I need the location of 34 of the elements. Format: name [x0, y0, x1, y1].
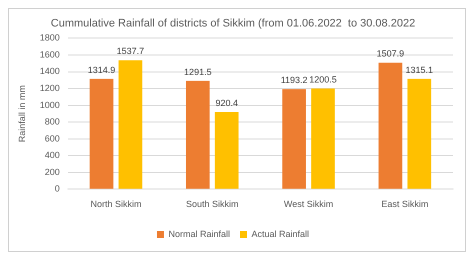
y-tick-label: 400 [44, 150, 60, 160]
bar [214, 112, 239, 189]
y-tick-label: 0 [54, 184, 60, 194]
y-axis-title: Rainfall in mm [16, 85, 27, 142]
data-label: 1314.9 [88, 64, 116, 75]
data-label: 1200.5 [309, 74, 337, 84]
y-tick-label: 1400 [40, 66, 60, 76]
x-tick-label: South Sikkim [186, 199, 239, 210]
bar [407, 78, 432, 189]
legend-label: Normal Rainfall [168, 228, 230, 239]
data-label: 1537.7 [116, 46, 144, 56]
data-label: 1291.5 [184, 66, 212, 77]
x-tick-label: East Sikkim [381, 199, 428, 210]
x-tick-label: North Sikkim [90, 199, 142, 210]
chart-title: Cummulative Rainfall of districts of Sikkim (from 01.06.2022 to 30.08.2022 [50, 18, 416, 30]
bar [186, 80, 210, 189]
y-tick-label: 1600 [40, 49, 60, 60]
data-label: 1193.2 [280, 75, 308, 86]
y-tick-label: 1200 [40, 83, 60, 94]
data-label: 1315.1 [406, 64, 434, 75]
bar [282, 89, 306, 189]
x-tick-label: West Sikkim [284, 199, 334, 210]
bar [378, 62, 402, 189]
y-tick-label: 800 [44, 116, 60, 127]
y-tick-label: 600 [44, 133, 60, 144]
legend-label: Actual Rainfall [251, 228, 310, 239]
bar [90, 78, 114, 189]
bar [118, 60, 142, 189]
y-tick-label: 200 [44, 166, 60, 177]
data-label: 1507.9 [376, 48, 404, 59]
y-tick-label: 1800 [40, 32, 60, 43]
bar [311, 88, 335, 189]
data-label: 920.4 [215, 98, 238, 108]
y-tick-label: 1000 [40, 100, 60, 110]
